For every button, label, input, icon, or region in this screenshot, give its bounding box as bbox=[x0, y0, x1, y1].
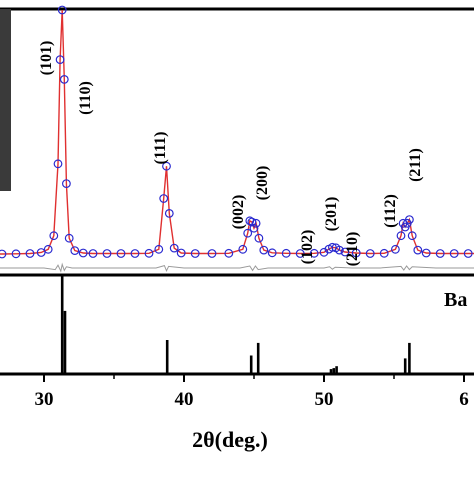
observed-point bbox=[335, 245, 344, 255]
lower-panel: 30 40 50 6 Ba 2θ(deg.) bbox=[0, 276, 474, 452]
observed-point bbox=[164, 208, 174, 218]
observed-point bbox=[267, 248, 277, 258]
peak-labels: (101) (110) (111) (002) (200) (102) (201)(210)… bbox=[38, 41, 424, 267]
peak-label: (002) bbox=[230, 195, 247, 230]
observed-point bbox=[309, 248, 319, 258]
x-tick-label: 6 bbox=[459, 389, 469, 410]
observed-point bbox=[340, 247, 350, 257]
peak-label: (201) bbox=[323, 197, 340, 232]
observed-point bbox=[116, 249, 126, 258]
observed-point bbox=[238, 244, 248, 254]
observed-point bbox=[249, 223, 259, 233]
peak-label: (200) bbox=[254, 166, 271, 201]
observed-point bbox=[391, 244, 400, 254]
observed-point bbox=[59, 74, 69, 84]
observed-point bbox=[351, 248, 361, 258]
difference-curve bbox=[0, 262, 474, 273]
observed-point bbox=[53, 159, 63, 169]
x-tick-label: 30 bbox=[35, 389, 54, 410]
sem-inset-image bbox=[0, 9, 11, 191]
observed-point bbox=[0, 249, 7, 259]
observed-point bbox=[36, 248, 46, 257]
observed-point bbox=[144, 248, 154, 258]
observed-point bbox=[251, 218, 261, 228]
x-tick-label: 40 bbox=[175, 389, 194, 410]
observed-point bbox=[78, 248, 88, 258]
observed-point bbox=[365, 249, 375, 258]
observed-point bbox=[57, 5, 67, 15]
observed-point bbox=[379, 248, 389, 258]
observed-point bbox=[169, 243, 179, 253]
upper-plot-marks bbox=[0, 5, 474, 273]
reference-label: Ba bbox=[444, 289, 467, 311]
observed-point bbox=[243, 228, 253, 238]
observed-point bbox=[159, 194, 169, 203]
observed-point bbox=[190, 249, 200, 258]
observed-point bbox=[207, 249, 217, 258]
observed-point bbox=[62, 179, 71, 189]
peak-label: (211) bbox=[407, 148, 424, 182]
peak-label: (112) bbox=[382, 194, 399, 228]
observed-point bbox=[407, 231, 417, 241]
observed-point bbox=[102, 249, 112, 258]
observed-point bbox=[130, 249, 140, 258]
peak-label: (210) bbox=[344, 232, 361, 267]
observed-point bbox=[162, 161, 171, 171]
peak-label: (111) bbox=[152, 132, 169, 165]
observed-point bbox=[49, 231, 59, 241]
observed-point bbox=[55, 55, 65, 64]
observed-point bbox=[64, 233, 74, 243]
peak-label: (101) bbox=[38, 41, 55, 76]
observed-point bbox=[295, 249, 305, 258]
observed-point bbox=[154, 244, 164, 254]
observed-point bbox=[421, 248, 431, 258]
reference-bars bbox=[60, 276, 411, 373]
observed-point bbox=[88, 249, 98, 258]
observed-point bbox=[70, 246, 80, 256]
observed-point bbox=[435, 249, 445, 258]
observed-point bbox=[224, 248, 234, 258]
observed-point bbox=[259, 245, 269, 255]
observed-point bbox=[25, 249, 35, 258]
x-axis-title: 2θ(deg.) bbox=[192, 427, 268, 452]
x-axis-ticks: 30 40 50 6 bbox=[35, 374, 469, 410]
observed-point bbox=[396, 231, 406, 241]
x-tick-label: 50 bbox=[315, 389, 334, 410]
observed-point bbox=[405, 215, 414, 225]
observed-point bbox=[254, 233, 264, 243]
observed-point bbox=[281, 248, 291, 258]
peak-label: (102) bbox=[299, 230, 316, 265]
peak-label: (110) bbox=[77, 81, 94, 115]
observed-point bbox=[11, 249, 21, 259]
observed-point bbox=[247, 217, 257, 227]
observed-point bbox=[176, 248, 186, 258]
observed-point bbox=[43, 244, 53, 254]
upper-panel: (101) (110) (111) (002) (200) (102) (201)(210)… bbox=[0, 5, 474, 277]
observed-point bbox=[413, 245, 423, 255]
observed-point bbox=[463, 249, 473, 258]
upper-panel-frame bbox=[0, 7, 474, 277]
observed-point bbox=[449, 249, 459, 258]
